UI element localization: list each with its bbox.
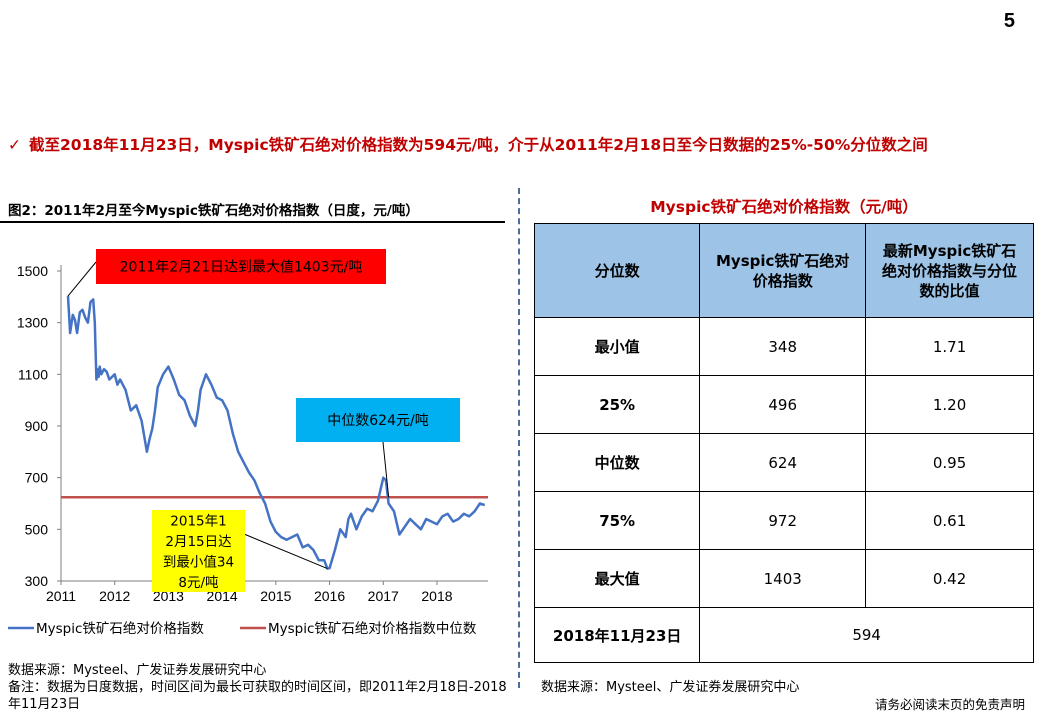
table-cell-ratio: 0.61: [865, 491, 1034, 550]
figure-source-block: 数据来源：Mysteel、广发证券发展研究中心 备注：数据为日度数据，时间区间为…: [8, 662, 508, 713]
y-tick-label: 1300: [17, 315, 48, 331]
y-tick-label: 900: [25, 418, 49, 434]
annotation-box: [96, 249, 386, 284]
chart-annotation: 中位数624元/吨: [296, 398, 460, 498]
page-number: 5: [1003, 10, 1015, 32]
section-divider: [518, 188, 520, 688]
chart-legend: Myspic铁矿石绝对价格指数 Myspic铁矿石绝对价格指数中位数: [8, 621, 477, 637]
table-row: 中位数 624 0.95: [533, 433, 1034, 492]
legend-label-series: Myspic铁矿石绝对价格指数: [36, 621, 204, 637]
table-header-cell: Myspic铁矿石绝对价格指数: [699, 223, 867, 318]
y-tick-label: 1500: [17, 263, 48, 279]
x-tick-label: 2016: [314, 588, 345, 604]
annotation-line: 2月15日达: [165, 534, 232, 550]
y-tick-label: 700: [25, 470, 49, 486]
table-cell-label: 75%: [533, 491, 701, 550]
table-header-cell: 分位数: [533, 223, 701, 318]
table-source: 数据来源：Mysteel、广发证券发展研究中心: [541, 680, 800, 695]
x-tick-label: 2012: [99, 588, 130, 604]
table-cell-value: 972: [699, 491, 867, 550]
table-cell-value: 624: [699, 433, 867, 492]
table-cell-label: 中位数: [533, 433, 701, 492]
table-header-row: 分位数 Myspic铁矿石绝对价格指数 最新Myspic铁矿石绝对价格指数与分位…: [533, 223, 1034, 318]
table-header-cell: 最新Myspic铁矿石绝对价格指数与分位数的比值: [865, 223, 1034, 318]
table-row: 最大值 1403 0.42: [533, 549, 1034, 608]
table-cell-label: 25%: [533, 375, 701, 434]
table-cell-label: 最大值: [533, 549, 701, 608]
table-row: 最小值 348 1.71: [533, 317, 1034, 376]
table-header-text: 最新Myspic铁矿石绝对价格指数与分位数的比值: [882, 241, 1018, 300]
percentile-table: 分位数 Myspic铁矿石绝对价格指数 最新Myspic铁矿石绝对价格指数与分位…: [533, 223, 1034, 663]
y-tick-label: 500: [25, 521, 49, 537]
figure-note: 备注：数据为日度数据，时间区间为最长可获取的时间区间，即2011年2月18日-2…: [8, 680, 507, 712]
x-tick-label: 2015: [260, 588, 291, 604]
annotation-line: 8元/吨: [178, 575, 218, 591]
table-title: Myspic铁矿石绝对价格指数（元/吨）: [650, 198, 918, 216]
legend-label-median: Myspic铁矿石绝对价格指数中位数: [268, 621, 477, 637]
annotation-text: 中位数624元/吨: [327, 413, 428, 429]
figure-source: 数据来源：Mysteel、广发证券发展研究中心: [8, 663, 267, 678]
table-cell-latest-value: 594: [699, 607, 1034, 663]
check-icon: ✓: [8, 136, 21, 154]
table-header-text: Myspic铁矿石绝对价格指数: [716, 251, 850, 290]
figure-title-rule: [0, 221, 505, 223]
table-cell-value: 496: [699, 375, 867, 434]
table-cell-ratio: 0.95: [865, 433, 1034, 492]
annotation-line: 到最小值34: [163, 554, 234, 570]
chart-series: [61, 296, 488, 570]
annotation-text: 2011年2月21日达到最大值1403元/吨: [120, 260, 363, 276]
annotation-text: 2015年1 2月15日达到最小值34 8元/吨: [163, 513, 234, 591]
x-tick-label: 2017: [368, 588, 399, 604]
annotation-box: [152, 510, 245, 592]
chart-annotation: 2015年1 2月15日达到最小值34 8元/吨: [152, 510, 328, 592]
y-tick-label: 300: [25, 573, 49, 589]
table-cell-latest-label: 2018年11月23日: [533, 607, 701, 663]
table-cell-ratio: 1.20: [865, 375, 1034, 434]
figure-title: 图2：2011年2月至今Myspic铁矿石绝对价格指数（日度，元/吨）: [8, 203, 419, 219]
y-tick-label: 1100: [18, 366, 48, 382]
table-cell-ratio: 0.42: [865, 549, 1034, 608]
table-row: 75% 972 0.61: [533, 491, 1034, 550]
x-tick-label: 2018: [421, 588, 452, 604]
headline: ✓ 截至2018年11月23日，Myspic铁矿石绝对价格指数为594元/吨，介于…: [8, 133, 928, 155]
annotation-leader: [382, 441, 390, 498]
annotation-line: 2015年1: [170, 513, 226, 529]
index-line: [66, 296, 486, 570]
table-cell-ratio: 1.71: [865, 317, 1034, 376]
chart-annotation: 2011年2月21日达到最大值1403元/吨: [67, 249, 386, 297]
table-cell-value: 348: [699, 317, 867, 376]
annotation-leader: [243, 533, 328, 570]
table-row: 25% 496 1.20: [533, 375, 1034, 434]
headline-text: 截至2018年11月23日，Myspic铁矿石绝对价格指数为594元/吨，介于从…: [29, 136, 928, 154]
table-cell-value: 1403: [699, 549, 867, 608]
x-tick-label: 2011: [46, 588, 76, 604]
annotation-box: [296, 398, 460, 442]
disclaimer: 请务必阅读末页的免责声明: [874, 697, 1025, 712]
table-row-latest: 2018年11月23日 594: [533, 607, 1034, 663]
table-cell-label: 最小值: [533, 317, 701, 376]
annotation-leader: [67, 261, 97, 297]
